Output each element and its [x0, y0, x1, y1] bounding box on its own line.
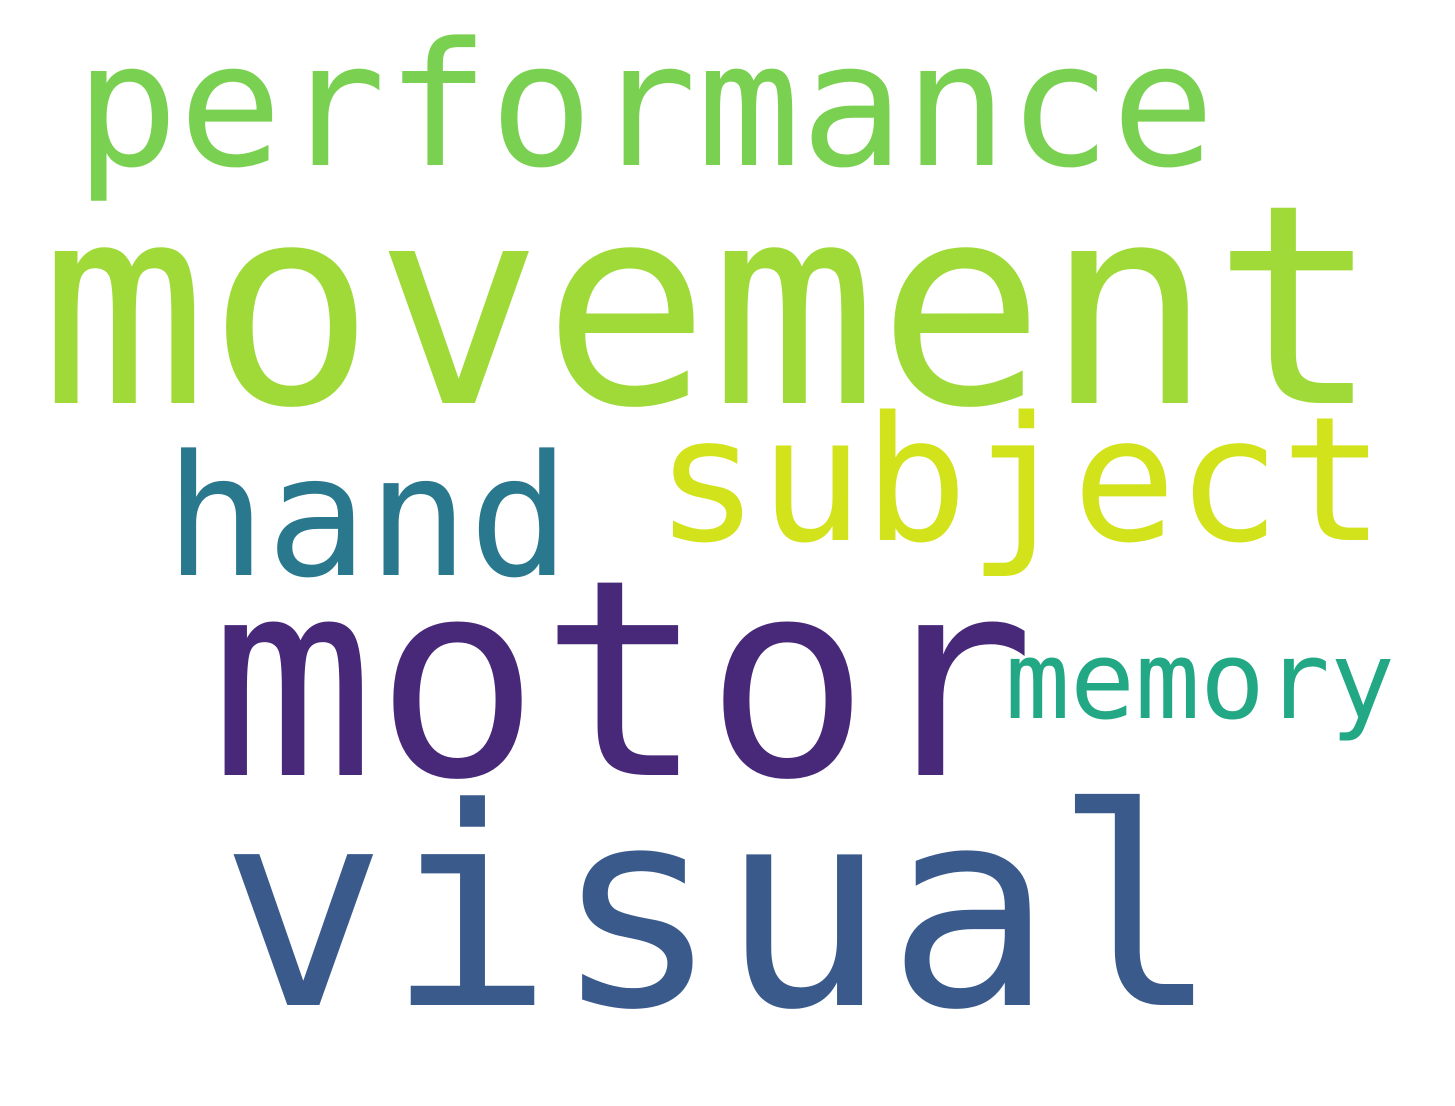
word: subject: [655, 379, 1385, 581]
word: visual: [220, 750, 1220, 1071]
word: memory: [1005, 619, 1395, 744]
word: hand: [165, 419, 570, 615]
word: performance: [75, 5, 1215, 206]
word: motor: [210, 521, 1035, 840]
word: movement: [40, 145, 1380, 469]
